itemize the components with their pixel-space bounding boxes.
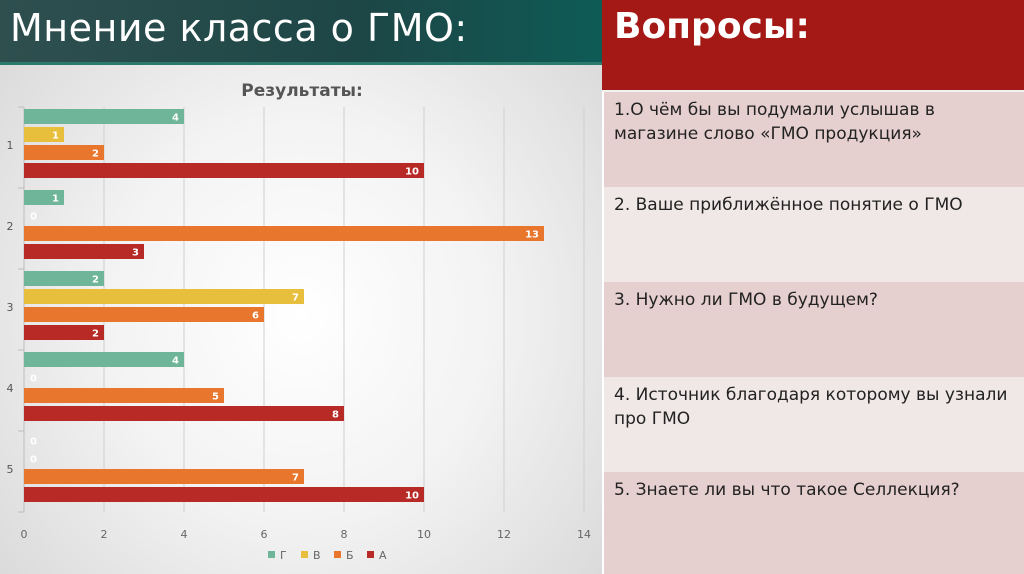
- legend-label: В: [313, 549, 321, 562]
- bar-data-label: 1: [52, 194, 59, 205]
- bar-data-label: 5: [212, 392, 219, 403]
- x-tick-label: 6: [261, 528, 268, 541]
- bar-data-label: 7: [292, 293, 299, 304]
- bar-data-label: 13: [525, 230, 539, 241]
- questions-panel: Вопросы: 1.О чём бы вы подумали услышав …: [602, 0, 1024, 574]
- bar-data-label: 0: [30, 374, 37, 385]
- chart-title: Результаты:: [241, 81, 363, 101]
- bar-data-label: 7: [292, 473, 299, 484]
- legend-swatch: [268, 551, 275, 558]
- bar: [24, 127, 64, 142]
- x-tick-label: 8: [341, 528, 348, 541]
- x-tick-label: 2: [101, 528, 108, 541]
- bar-data-label: 0: [30, 212, 37, 223]
- bar: [24, 289, 304, 304]
- x-tick-label: 12: [497, 528, 511, 541]
- bar: [24, 388, 224, 403]
- legend-label: Б: [346, 549, 354, 562]
- slide-title: Мнение класса о ГМО:: [10, 6, 468, 50]
- bar: [24, 226, 544, 241]
- y-category-label: 1: [7, 139, 14, 152]
- bar: [24, 271, 104, 286]
- bar: [24, 244, 144, 259]
- chart-panel: Мнение класса о ГМО: Результаты: 0 2 4 6 8 10 1…: [0, 0, 602, 574]
- y-category-label: 2: [7, 220, 14, 233]
- question-item: 5. Знаете ли вы что такое Селлекция?: [602, 472, 1024, 574]
- bar: [24, 163, 424, 178]
- bar: [24, 325, 104, 340]
- question-item: 4. Источник благодаря которому вы узнали…: [602, 377, 1024, 472]
- y-category-label: 5: [7, 463, 14, 476]
- question-item: 2. Ваше приближённое понятие о ГМО: [602, 187, 1024, 282]
- bar-data-label: 0: [30, 437, 37, 448]
- bar-data-label: 4: [172, 356, 179, 367]
- legend-swatch: [367, 551, 374, 558]
- bar: [24, 109, 184, 124]
- bar: [24, 190, 64, 205]
- bar: [24, 487, 424, 502]
- bar-data-label: 2: [92, 329, 99, 340]
- title-bar: Мнение класса о ГМО:: [0, 0, 602, 65]
- question-item: 3. Нужно ли ГМО в будущем?: [602, 282, 1024, 377]
- bar-data-label: 3: [132, 248, 139, 259]
- x-tick-label: 4: [181, 528, 188, 541]
- legend-swatch: [301, 551, 308, 558]
- bar-data-label: 4: [172, 113, 179, 124]
- bar: [24, 406, 344, 421]
- y-category-label: 3: [7, 301, 14, 314]
- questions-heading: Вопросы:: [614, 6, 810, 47]
- bar-data-label: 2: [92, 275, 99, 286]
- legend-swatch: [334, 551, 341, 558]
- questions-header: Вопросы:: [602, 0, 1024, 90]
- bar-data-label: 6: [252, 311, 259, 322]
- bar: [24, 469, 304, 484]
- question-item: 1.О чём бы вы подумали услышав в магазин…: [602, 92, 1024, 187]
- bar: [24, 307, 264, 322]
- bar-data-label: 0: [30, 455, 37, 466]
- x-tick-label: 10: [417, 528, 431, 541]
- bar: [24, 352, 184, 367]
- bar-data-label: 1: [52, 131, 59, 142]
- x-tick-label: 14: [577, 528, 591, 541]
- bar-data-label: 2: [92, 149, 99, 160]
- bar: [24, 145, 104, 160]
- x-tick-label: 0: [21, 528, 28, 541]
- bar-data-label: 10: [405, 167, 419, 178]
- legend-label: А: [379, 549, 387, 562]
- legend-label: Г: [280, 549, 287, 562]
- y-category-label: 4: [7, 382, 14, 395]
- bar-data-label: 10: [405, 491, 419, 502]
- results-bar-chart: Результаты:0 2 4 6 8 10 12 14141210210133327624…: [7, 81, 592, 562]
- bar-data-label: 8: [332, 410, 339, 421]
